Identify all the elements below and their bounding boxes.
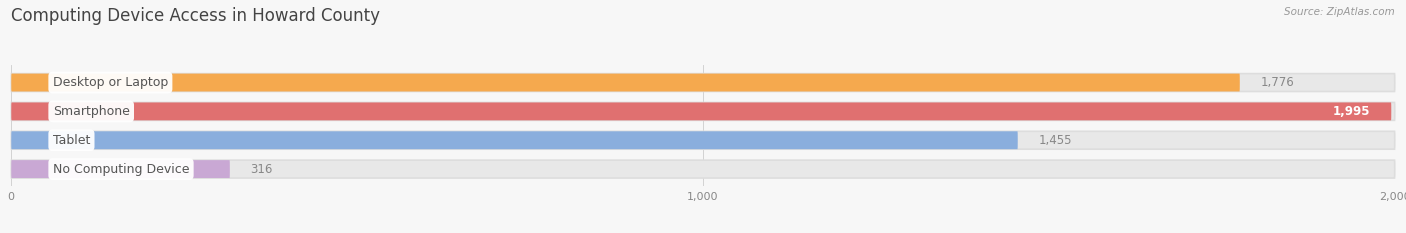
Text: 316: 316 bbox=[250, 163, 273, 176]
Text: Desktop or Laptop: Desktop or Laptop bbox=[53, 76, 167, 89]
Text: Smartphone: Smartphone bbox=[53, 105, 129, 118]
FancyBboxPatch shape bbox=[11, 160, 229, 178]
FancyBboxPatch shape bbox=[11, 103, 1395, 120]
Text: Computing Device Access in Howard County: Computing Device Access in Howard County bbox=[11, 7, 380, 25]
FancyBboxPatch shape bbox=[11, 74, 1395, 92]
FancyBboxPatch shape bbox=[11, 74, 1240, 92]
FancyBboxPatch shape bbox=[11, 131, 1395, 149]
Text: 1,776: 1,776 bbox=[1261, 76, 1295, 89]
Text: 1,995: 1,995 bbox=[1333, 105, 1371, 118]
Text: Source: ZipAtlas.com: Source: ZipAtlas.com bbox=[1284, 7, 1395, 17]
FancyBboxPatch shape bbox=[11, 131, 1018, 149]
Text: No Computing Device: No Computing Device bbox=[53, 163, 190, 176]
FancyBboxPatch shape bbox=[11, 103, 1392, 120]
Text: Tablet: Tablet bbox=[53, 134, 90, 147]
FancyBboxPatch shape bbox=[11, 160, 1395, 178]
Text: 1,455: 1,455 bbox=[1039, 134, 1071, 147]
